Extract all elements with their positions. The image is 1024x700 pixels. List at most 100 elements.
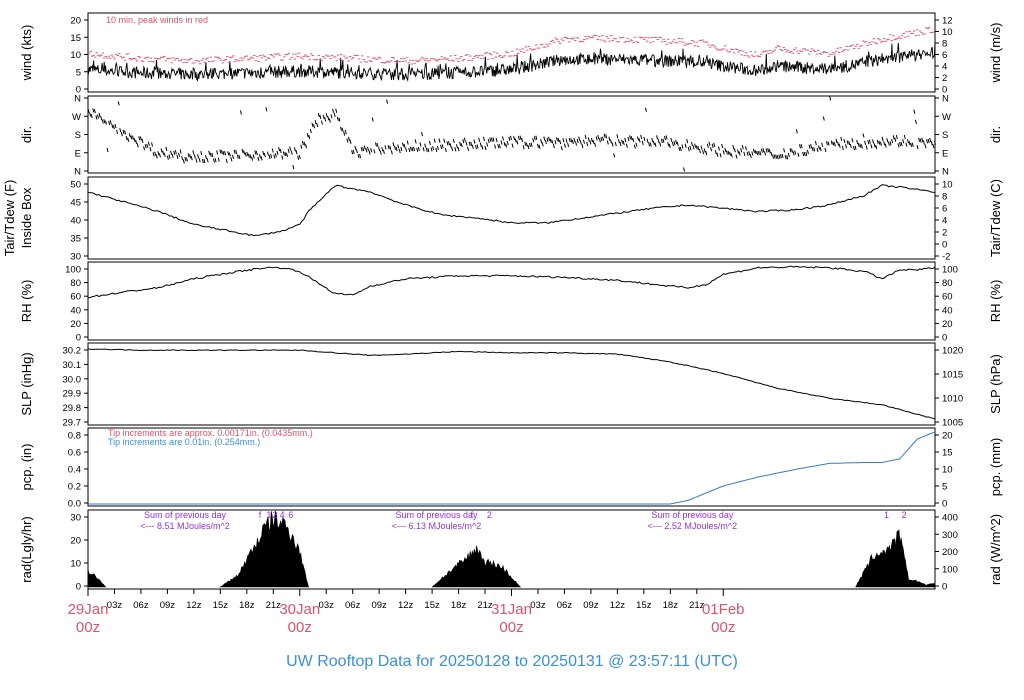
dir-point xyxy=(773,154,776,159)
dir-right-tick-label: W xyxy=(942,112,951,123)
dir-point xyxy=(452,138,455,144)
day-label-hour: 00z xyxy=(499,619,523,636)
rad-area-day2 xyxy=(219,510,309,588)
dir-point xyxy=(170,150,173,155)
dir-point xyxy=(886,138,889,143)
dir-right-tick-label: N xyxy=(942,167,949,178)
dir-point xyxy=(698,148,701,154)
dir-point xyxy=(427,148,430,153)
dir-point xyxy=(389,145,392,150)
dir-point xyxy=(125,135,128,141)
dir-point xyxy=(135,139,138,145)
dir-point xyxy=(230,157,233,162)
dir-point xyxy=(814,140,817,146)
dir-point xyxy=(239,110,242,115)
pcp-ylabel-right: pcp. (mm) xyxy=(988,438,1003,497)
temp-right-tick-label: 10 xyxy=(942,180,953,191)
dir-point xyxy=(276,150,279,156)
dir-point xyxy=(346,138,349,143)
dir-point xyxy=(432,145,435,151)
hour-tick-label: 09z xyxy=(583,600,599,611)
dir-point xyxy=(910,142,913,148)
dir-point xyxy=(197,154,200,159)
dir-point xyxy=(797,152,800,157)
dir-point xyxy=(706,143,709,148)
slp-right-tick-label: 1015 xyxy=(942,370,963,381)
dir-point xyxy=(151,142,154,147)
dir-point xyxy=(292,165,295,170)
dir-point xyxy=(671,141,674,147)
dir-point xyxy=(565,138,568,143)
hour-tick-label: 21z xyxy=(689,600,705,611)
page-title: UW Rooftop Data for 20250128 to 20250131… xyxy=(286,653,738,670)
dir-point xyxy=(200,151,203,156)
dir-point xyxy=(622,140,625,146)
dir-point xyxy=(854,145,857,150)
dir-right-tick-label: E xyxy=(942,148,948,159)
dir-point xyxy=(495,138,498,143)
dir-point xyxy=(746,151,749,156)
dir-point xyxy=(181,155,184,161)
slp-left-tick-label: 30.2 xyxy=(63,346,82,357)
dir-point xyxy=(908,141,911,146)
dir-point xyxy=(590,137,593,143)
dir-point xyxy=(676,141,679,146)
dir-point xyxy=(879,141,882,146)
dir-point xyxy=(876,139,879,144)
dir-point xyxy=(921,137,924,142)
dir-point xyxy=(792,151,795,156)
hour-tick-label: 12z xyxy=(186,600,202,611)
dir-point xyxy=(822,116,825,121)
dir-left-tick-label: E xyxy=(75,148,81,159)
dir-point xyxy=(930,141,933,146)
hour-tick-label: 21z xyxy=(477,600,493,611)
dir-point xyxy=(732,144,735,150)
dir-point xyxy=(173,150,176,156)
rh-ylabel-left: RH (%) xyxy=(19,280,34,323)
dir-point xyxy=(260,156,263,161)
dir-point xyxy=(502,136,504,141)
dir-point xyxy=(632,137,635,143)
dir-point xyxy=(508,136,511,141)
day-label-hour: 00z xyxy=(288,619,312,636)
dir-point xyxy=(246,151,249,157)
rad-marker-label: 1 xyxy=(884,510,889,520)
dir-point xyxy=(108,120,111,126)
temp-right-tick-label: -2 xyxy=(942,252,950,263)
dir-point xyxy=(224,150,227,156)
dir-point xyxy=(852,146,855,151)
temp-right-tick-label: 0 xyxy=(942,240,947,251)
dir-point xyxy=(268,154,271,160)
rad-marker-label: 1 xyxy=(266,510,271,520)
dir-point xyxy=(549,138,552,143)
hour-tick-label: 03z xyxy=(319,600,335,611)
dir-point xyxy=(629,135,632,140)
rh-left-tick-label: 100 xyxy=(65,265,81,276)
temp-ylabel-left2: Inside Box xyxy=(19,187,34,248)
dir-point xyxy=(236,154,239,159)
dir-point xyxy=(314,119,317,125)
pcp-right-tick-label: 5 xyxy=(942,482,947,493)
dir-point xyxy=(238,154,241,160)
dir-point xyxy=(605,134,608,139)
dir-point xyxy=(376,142,379,148)
dir-point xyxy=(475,144,477,150)
dir-point xyxy=(316,122,319,128)
dir-point xyxy=(97,114,100,119)
dir-point xyxy=(529,142,531,148)
dir-point xyxy=(737,149,740,154)
rad-annotation-sum: <--- 6.13 MJoules/m^2 xyxy=(392,521,482,531)
rad-annotation-sum: <--- 2.52 MJoules/m^2 xyxy=(648,521,738,531)
dir-point xyxy=(497,143,500,149)
dir-point xyxy=(795,129,798,134)
dir-point xyxy=(767,147,770,153)
dir-point xyxy=(603,133,606,138)
dir-point xyxy=(789,148,792,153)
dir-point xyxy=(470,141,473,147)
dir-point xyxy=(905,142,908,147)
dir-point xyxy=(843,138,846,144)
dir-point xyxy=(902,139,905,144)
dir-point xyxy=(513,136,516,141)
dir-point xyxy=(532,138,535,143)
